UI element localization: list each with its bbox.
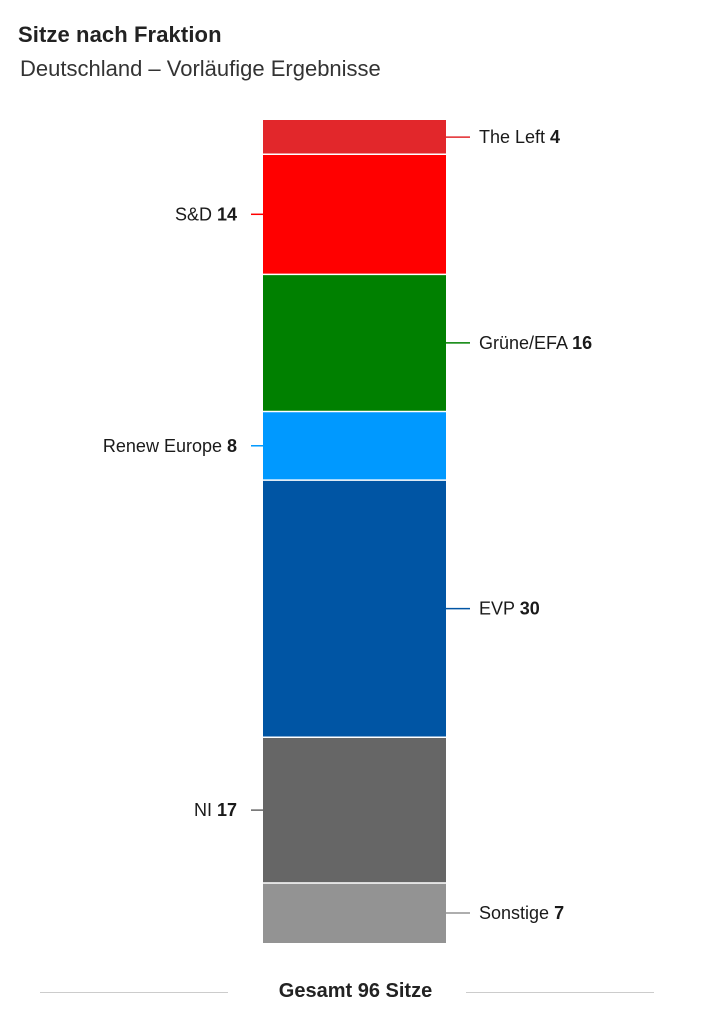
segment-name-sonstige: Sonstige [479,903,554,923]
segment-label-gr-ne-efa: Grüne/EFA 16 [479,333,592,353]
footer-divider-left [40,992,228,993]
chart-subtitle: Deutschland – Vorläufige Ergebnisse [20,56,381,81]
segment-value-renew-europe: 8 [227,436,237,456]
segment-name-evp: EVP [479,599,520,619]
segment-label-evp: EVP 30 [479,599,540,619]
segment-value-sonstige: 7 [554,903,564,923]
footer-divider-right [466,992,654,993]
segment-value-gr-ne-efa: 16 [572,333,592,353]
segment-name-ni: NI [194,800,217,820]
bar-segment-gr-ne-efa [263,274,446,412]
segment-name-renew-europe: Renew Europe [103,436,227,456]
bar-segment-the-left [263,120,446,155]
chart-title: Sitze nach Fraktion [18,22,222,47]
bar-segment-ni [263,737,446,883]
bar-segment-sonstige [263,882,446,943]
segment-value-the-left: 4 [550,127,560,147]
segment-name-the-left: The Left [479,127,550,147]
segment-name-s-d: S&D [175,204,217,224]
segment-label-renew-europe: Renew Europe 8 [103,436,237,456]
stacked-seat-chart: The Left 4 S&D 14 Grüne/EFA 16 Renew Europe… [103,120,592,943]
segment-label-sonstige: Sonstige 7 [479,903,564,923]
segment-value-evp: 30 [520,599,540,619]
segment-label-s-d: S&D 14 [175,204,237,224]
segment-value-ni: 17 [217,800,237,820]
bar-segment-evp [263,480,446,738]
bar-segment-renew-europe [263,411,446,481]
segment-label-the-left: The Left 4 [479,127,560,147]
segment-label-ni: NI 17 [194,800,237,820]
segment-value-s-d: 14 [217,204,237,224]
bar-segment-s-d [263,154,446,275]
total-seats-label: Gesamt 96 Sitze [278,980,433,1002]
segment-name-gr-ne-efa: Grüne/EFA [479,333,572,353]
